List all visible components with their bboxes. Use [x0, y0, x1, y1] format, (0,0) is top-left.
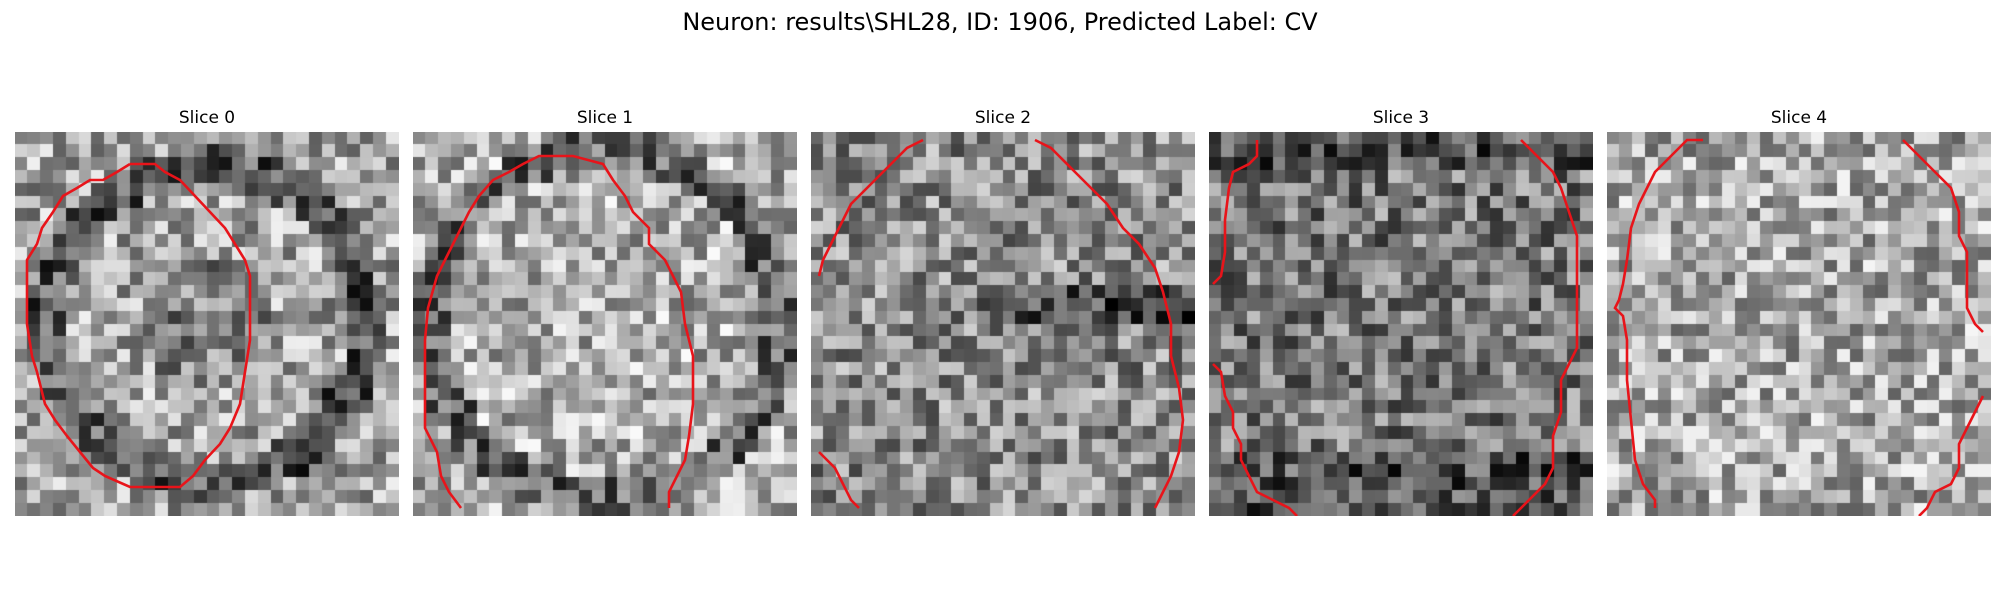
contour-overlay: [25, 162, 252, 489]
slice-image: [413, 132, 797, 516]
contour-line: [25, 162, 252, 489]
slice-image: [811, 132, 1195, 516]
contour-line: [1212, 363, 1298, 516]
contour-line: [1918, 395, 1985, 516]
contour-line: [1902, 139, 1984, 333]
slice-title: Slice 3: [1372, 108, 1430, 128]
contour-line: [1613, 138, 1703, 508]
contour-overlay: [1212, 139, 1579, 516]
contour-overlay: [817, 138, 1185, 509]
slice-title: Slice 4: [1770, 108, 1828, 128]
contour-line: [817, 138, 924, 277]
slice-panel-1: Slice 1: [413, 104, 797, 516]
slice-panel-3: Slice 3: [1209, 104, 1593, 516]
slice-title: Slice 1: [576, 108, 634, 128]
slice-panel-0: Slice 0: [15, 104, 399, 516]
contour-line: [1212, 140, 1259, 285]
slice-title: Slice 0: [178, 108, 236, 128]
contour-line: [818, 451, 860, 509]
contour-overlay: [423, 154, 695, 509]
contour-line: [1034, 138, 1185, 509]
slice-panel-4: Slice 4: [1607, 104, 1991, 516]
slice-panel-2: Slice 2: [811, 104, 1195, 516]
contour-overlay: [1613, 138, 1985, 516]
contour-line: [1512, 139, 1579, 516]
figure-title: Neuron: results\SHL28, ID: 1906, Predict…: [682, 8, 1318, 36]
slice-image: [1209, 132, 1593, 516]
slice-title: Slice 2: [974, 108, 1032, 128]
contour-line: [423, 154, 695, 509]
slice-image: [1607, 132, 1991, 516]
